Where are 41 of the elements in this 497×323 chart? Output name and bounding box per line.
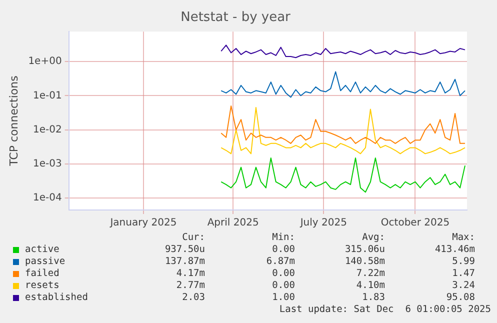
y-tick-label: 1e+00 bbox=[28, 56, 62, 68]
y-tick-label: 1e-04 bbox=[32, 192, 62, 204]
text: 315.06u bbox=[344, 244, 385, 256]
text: 0.00 bbox=[271, 280, 295, 292]
x-tick-label: January 2025 bbox=[109, 218, 177, 229]
text: 3.24 bbox=[451, 280, 475, 292]
text: 0.00 bbox=[271, 244, 295, 256]
text: 7.22m bbox=[355, 268, 385, 280]
y-tick-label: 1e-03 bbox=[32, 158, 62, 170]
x-tick-label: October 2025 bbox=[380, 218, 450, 229]
text: 1.00 bbox=[271, 292, 295, 304]
text: 1.83 bbox=[361, 292, 385, 304]
text: 0.00 bbox=[271, 268, 295, 280]
text: 5.99 bbox=[451, 256, 475, 268]
legend-label: active bbox=[25, 244, 60, 256]
x-tick-label: April 2025 bbox=[207, 218, 259, 229]
text: 4.17m bbox=[175, 268, 205, 280]
text: Avg: bbox=[361, 232, 385, 244]
text: 140.58m bbox=[344, 256, 385, 268]
y-tick-label: 1e-02 bbox=[32, 124, 62, 136]
y-tick-label: 1e-01 bbox=[32, 90, 62, 102]
legend-label: resets bbox=[25, 280, 60, 292]
legend-label: established bbox=[25, 292, 89, 304]
text: 95.08 bbox=[445, 292, 475, 304]
text: 413.46m bbox=[434, 244, 475, 256]
text: 2.03 bbox=[181, 292, 205, 304]
text: 1.47 bbox=[451, 268, 475, 280]
text: 137.87m bbox=[164, 256, 205, 268]
legend-label: failed bbox=[25, 268, 60, 280]
text: Cur: bbox=[181, 232, 205, 244]
text: 937.50u bbox=[164, 244, 205, 256]
text: 2.77m bbox=[175, 280, 205, 292]
text: 4.10m bbox=[355, 280, 385, 292]
text: 6.87m bbox=[265, 256, 295, 268]
text: Min: bbox=[271, 232, 295, 244]
y-axis-title: TCP connections bbox=[7, 75, 20, 167]
legend-label: passive bbox=[25, 256, 66, 268]
chart-title: Netstat - by year bbox=[180, 10, 292, 26]
x-tick-label: July 2025 bbox=[299, 218, 347, 229]
text: Last update: Sat Dec 6 01:00:05 2025 bbox=[278, 304, 491, 316]
text: Max: bbox=[451, 232, 475, 244]
